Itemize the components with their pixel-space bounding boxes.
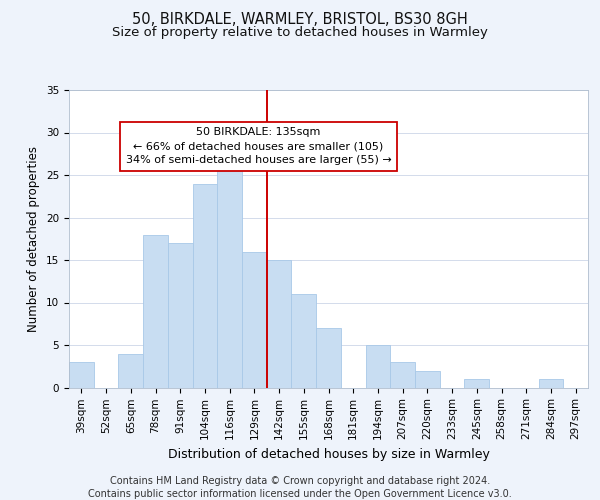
Bar: [193, 184, 217, 388]
Bar: [118, 354, 143, 388]
Bar: [168, 243, 193, 388]
Bar: [316, 328, 341, 388]
Bar: [390, 362, 415, 388]
X-axis label: Distribution of detached houses by size in Warmley: Distribution of detached houses by size …: [167, 448, 490, 460]
Text: 50, BIRKDALE, WARMLEY, BRISTOL, BS30 8GH: 50, BIRKDALE, WARMLEY, BRISTOL, BS30 8GH: [132, 12, 468, 28]
Bar: [539, 379, 563, 388]
Bar: [69, 362, 94, 388]
Text: Contains public sector information licensed under the Open Government Licence v3: Contains public sector information licen…: [88, 489, 512, 499]
Text: 50 BIRKDALE: 135sqm
← 66% of detached houses are smaller (105)
34% of semi-detac: 50 BIRKDALE: 135sqm ← 66% of detached ho…: [125, 127, 391, 165]
Text: Size of property relative to detached houses in Warmley: Size of property relative to detached ho…: [112, 26, 488, 39]
Bar: [292, 294, 316, 388]
Bar: [217, 166, 242, 388]
Bar: [464, 379, 489, 388]
Bar: [242, 252, 267, 388]
Bar: [365, 345, 390, 388]
Y-axis label: Number of detached properties: Number of detached properties: [28, 146, 40, 332]
Bar: [415, 370, 440, 388]
Bar: [267, 260, 292, 388]
Text: Contains HM Land Registry data © Crown copyright and database right 2024.: Contains HM Land Registry data © Crown c…: [110, 476, 490, 486]
Bar: [143, 234, 168, 388]
